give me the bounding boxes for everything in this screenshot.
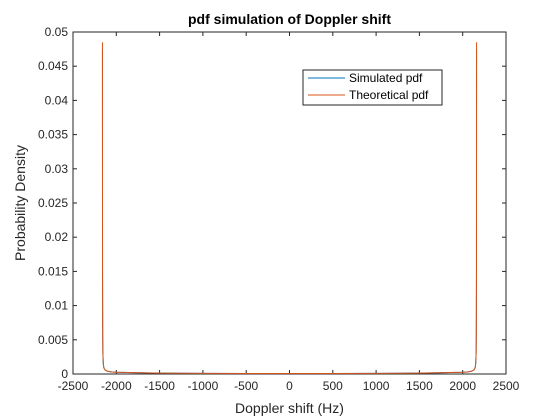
legend-box: [302, 69, 443, 106]
x-tick-label: -2500: [58, 379, 89, 393]
chart-title: pdf simulation of Doppler shift: [188, 11, 391, 27]
y-tick-label: 0.045: [38, 59, 68, 73]
y-tick-label: 0.005: [38, 333, 68, 347]
x-axis: -2500 -2000 -1500 -1000 -500 0 500 1000 1500 2000…: [58, 32, 520, 393]
y-tick-label: 0.05: [45, 25, 69, 39]
x-tick-label: 1500: [406, 379, 433, 393]
x-tick-label: -500: [234, 379, 258, 393]
y-tick-label: 0.035: [38, 128, 68, 142]
y-axis-label: Probability Density: [12, 145, 28, 261]
x-tick-label: 1000: [363, 379, 390, 393]
x-tick-label: -1000: [188, 379, 219, 393]
y-tick-label: 0.02: [45, 230, 69, 244]
legend: Simulated pdf Theoretical pdf: [302, 69, 443, 106]
x-tick-label: 500: [323, 379, 343, 393]
legend-label-theoretical: Theoretical pdf: [349, 88, 429, 102]
x-tick-label: 0: [286, 379, 293, 393]
series-group: [101, 42, 478, 374]
x-tick-label: -2000: [101, 379, 132, 393]
y-tick-label: 0.01: [45, 299, 69, 313]
x-tick-label: 2000: [449, 379, 476, 393]
y-axis: 0 0.005 0.01 0.015 0.02 0.025 0.03 0.035 0.04 0.0…: [38, 25, 506, 381]
y-tick-label: 0.03: [45, 162, 69, 176]
y-tick-label: 0.025: [38, 196, 68, 210]
y-tick-label: 0: [61, 367, 68, 381]
x-axis-label: Doppler shift (Hz): [235, 400, 344, 416]
legend-label-simulated: Simulated pdf: [349, 71, 423, 85]
x-tick-label: -1500: [144, 379, 175, 393]
y-tick-label: 0.015: [38, 264, 68, 278]
series-line-theoretical: [101, 42, 478, 374]
x-tick-label: 2500: [493, 379, 520, 393]
y-tick-label: 0.04: [45, 93, 69, 107]
